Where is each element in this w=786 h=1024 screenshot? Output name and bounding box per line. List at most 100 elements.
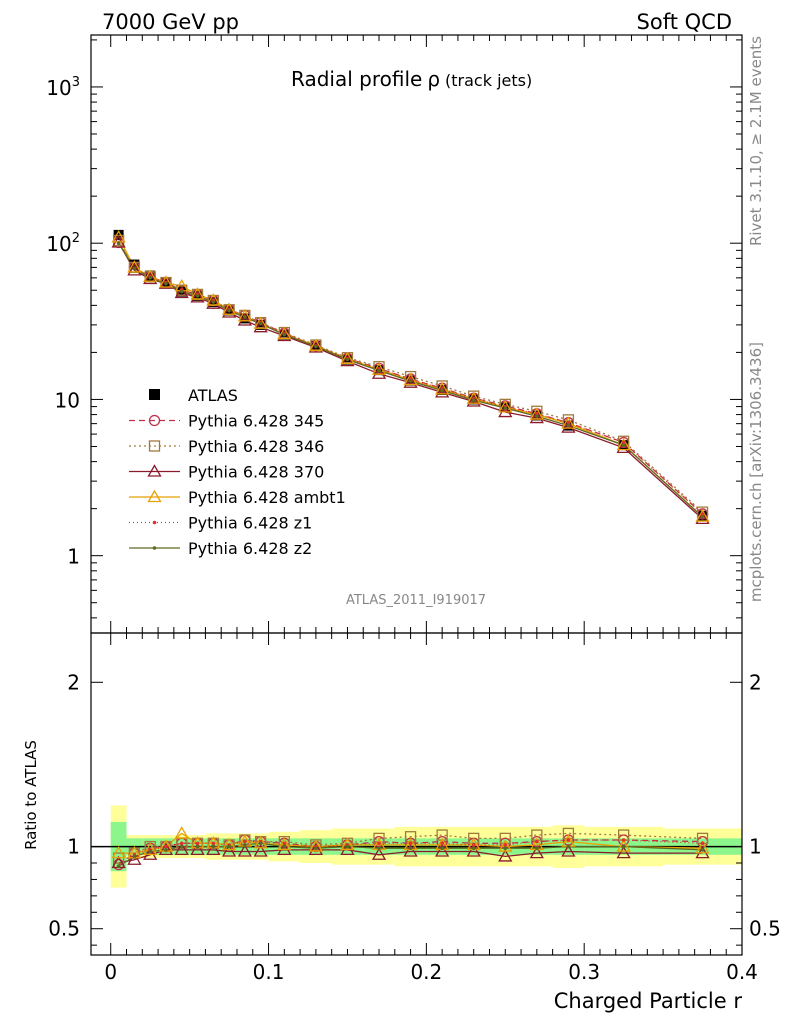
ratio-point-s2-3 [158,842,174,856]
data-point-s3-10 [277,328,292,342]
data-point-s4-3 [158,275,174,288]
ratio-point-s2-9 [253,844,268,857]
data-point-s4-18 [529,407,544,420]
chart-title: Radial profile ρ (track jets) [291,67,532,91]
legend-label-4: Pythia 6.428 ambt1 [188,488,346,507]
rivet-version-label: Rivet 3.1.10, ≥ 2.1M events [747,36,765,246]
data-point-s4-7 [221,302,237,315]
data-point-s3-16 [466,394,481,407]
chart-title-symbol: ρ [427,67,440,91]
analysis-watermark: ATLAS_2011_I919017 [346,593,486,608]
data-point-s3-15 [435,385,450,398]
data-point-s4-11 [308,338,324,352]
data-point-s5-19 [566,420,571,425]
data-point-s3-19 [561,420,576,433]
ratio-point-s2-17 [498,849,513,862]
ratio-y-tick-label-left-0: 0.5 [48,917,80,941]
ratio-point-s4-20 [621,838,626,842]
ratio-y-tick-label-left-1: 1 [67,835,80,859]
y-tick-label-1: 10 [55,388,80,412]
ratio-point-s2-20 [616,845,631,859]
data-point-s6-21 [700,515,705,519]
legend-marker-4 [147,489,162,503]
data-point-s5-21 [700,512,705,517]
ratio-point-s4-15 [440,841,444,846]
data-point-s6-8 [243,315,247,320]
data-point-s6-6 [211,300,216,304]
data-point-s3-4 [174,285,189,299]
data-point-s4-9 [253,316,268,329]
data-point-s6-15 [440,388,444,393]
ratio-line-5 [118,842,703,867]
data-point-s6-19 [566,423,571,428]
ratio-point-s5-4 [179,844,184,849]
data-point-s6-20 [621,443,626,447]
data-point-s4-5 [190,287,205,300]
ratio-point-s2-15 [435,844,450,857]
ratio-point-s5-13 [377,846,381,851]
ratio-point-s4-10 [282,841,287,846]
x-axis-label: Charged Particle r [554,989,743,1013]
mcplots-reference-label: mcplots.cern.ch [arXiv:1306.3436] [747,342,765,602]
ratio-point-s2-13 [371,847,387,860]
data-point-s4-13 [371,362,387,375]
data-point-s4-20 [616,437,631,451]
data-point-s3-7 [221,305,237,318]
main-series-markers [111,229,710,525]
ratio-point-s3-20 [616,839,631,852]
data-point-s3-11 [308,340,324,353]
data-point-s4-15 [435,382,450,395]
ratio-point-s4-18 [535,839,539,844]
ratio-line-1 [118,832,703,859]
ratio-point-s2-5 [190,842,205,856]
ratio-series-markers [111,826,710,871]
ratio-line-2 [118,849,703,864]
legend-label-6: Pythia 6.428 z2 [188,539,312,558]
data-point-s5-18 [535,411,539,416]
ratio-point-s5-14 [408,846,413,851]
data-point-s3-8 [237,313,252,326]
data-point-s6-14 [408,379,413,383]
ratio-point-s5-15 [440,846,444,851]
ratio-point-s3-0 [111,845,126,859]
data-point-s6-10 [282,332,287,337]
ratio-point-s5-21 [700,848,705,852]
legend-marker-1 [148,414,161,427]
data-point-s6-16 [471,398,476,402]
ratio-point-s3-4 [174,826,189,839]
ratio-y-tick-label-right-0: 0.5 [749,917,781,941]
ratio-point-s5-8 [243,843,247,847]
ratio-point-s2-4 [174,842,189,856]
data-point-s3-21 [695,511,710,525]
data-point-s6-13 [377,368,381,373]
data-point-s6-7 [227,308,231,313]
data-point-s3-1 [127,263,142,276]
data-point-s4-21 [695,509,710,522]
ratio-line-3 [118,832,703,854]
ratio-point-s3-17 [498,839,513,852]
ratio-point-s4-8 [243,839,247,844]
ratio-point-s5-5 [195,844,200,849]
ratio-point-s5-18 [535,846,539,851]
ratio-point-s2-6 [206,842,221,856]
ratio-point-s2-11 [308,842,324,856]
data-point-s3-18 [529,410,544,424]
ratio-point-s2-14 [403,844,418,857]
ratio-line-4 [118,839,703,867]
data-point-s3-14 [403,375,418,388]
main-axis-ticks: 1 10 102 103 [46,35,743,633]
ratio-point-s3-21 [695,840,710,854]
ratio-point-s3-10 [277,837,292,851]
y-tick-label-3: 103 [46,75,80,100]
data-point-s3-2 [143,271,158,285]
data-point-s6-4 [179,289,184,294]
ratio-point-s4-14 [408,841,413,846]
ratio-point-s4-13 [377,841,381,846]
ratio-y-tick-label-left-2: 2 [67,670,80,694]
data-point-s6-0 [116,241,121,245]
main-series-lines [118,236,703,520]
ratio-point-s4-5 [195,841,200,846]
x-tick-label-2: 0.2 [410,960,442,984]
data-point-s3-12 [340,353,355,367]
series-line-6 [118,242,703,518]
